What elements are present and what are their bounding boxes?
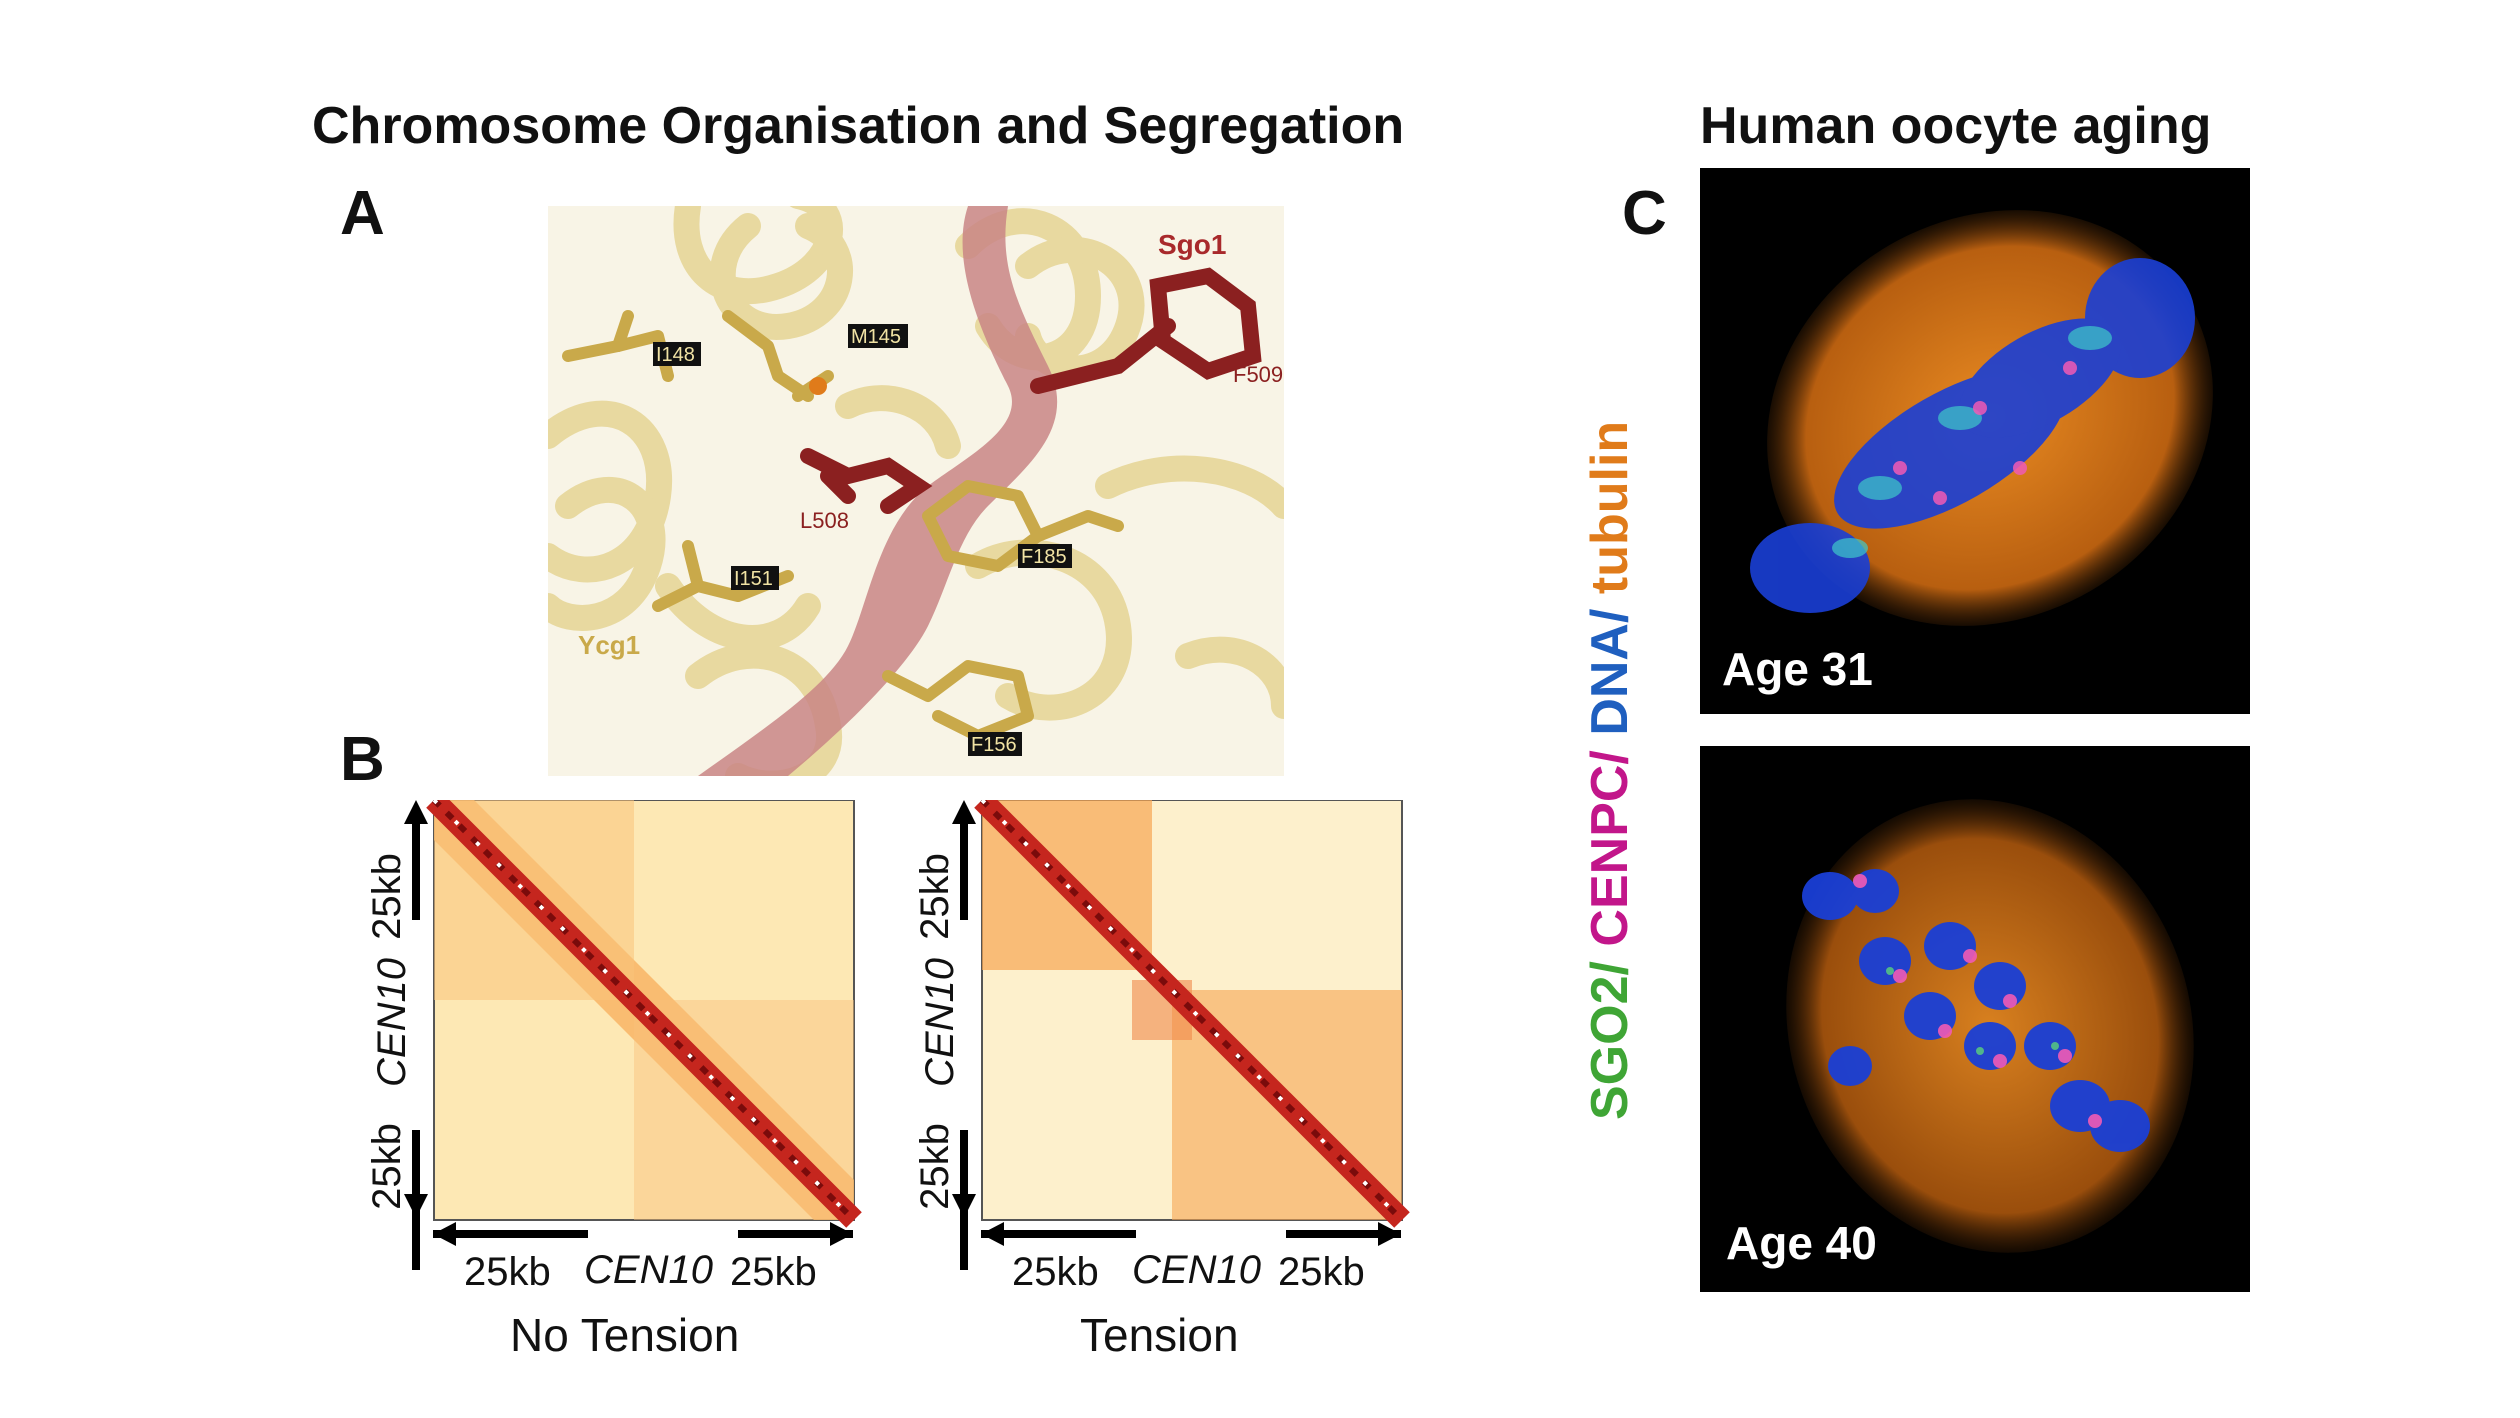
heatmap-1-bottom-mid-label: CEN10 — [584, 1248, 713, 1292]
heatmap-2-caption: Tension — [1080, 1309, 1239, 1361]
heatmap-1-side-top-label: 25kb — [364, 853, 409, 940]
label-f509: F509 — [1233, 362, 1283, 387]
label-f156: F156 — [971, 734, 1017, 756]
label-sgo1: Sgo1 — [1158, 229, 1226, 260]
microscopy-image-age-31: Age 31 — [1700, 168, 2250, 714]
heatmap-1-side-bottom-label: 25kb — [364, 1123, 409, 1210]
heatmap-1-bottom-right-label: 25kb — [730, 1250, 817, 1294]
label-f185: F185 — [1021, 546, 1067, 568]
stain-legend-sgo2: SGO2/ — [1581, 961, 1639, 1120]
heatmap-1-caption: No Tension — [510, 1309, 740, 1361]
stain-legend-tubulin: tubulin — [1581, 420, 1639, 609]
heatmap-1-side-mid-label: CEN10 — [369, 958, 414, 1087]
stain-legend-dna: DNA/ — [1581, 608, 1639, 751]
microscopy-image-age-40: Age 40 — [1700, 746, 2250, 1292]
age-label-40: Age 40 — [1726, 1217, 1877, 1269]
label-ycg1: Ycg1 — [578, 630, 640, 660]
age-label-31: Age 31 — [1722, 643, 1873, 695]
label-l508: L508 — [800, 508, 849, 533]
heatmap-2-side-bottom-label: 25kb — [912, 1123, 957, 1210]
heatmap-tension-panel: 25kb CEN10 25kb 25kb CEN10 25kb — [896, 792, 1426, 1320]
heatmap-1-bottom-left-label: 25kb — [464, 1250, 551, 1294]
figure-title-left: Chromosome Organisation and Segregation — [312, 97, 1405, 155]
panel-letter-b: B — [340, 725, 385, 794]
heatmap-2-bottom-mid-label: CEN10 — [1132, 1248, 1261, 1292]
label-m145: M145 — [851, 326, 901, 348]
heatmap-2-bottom-left-label: 25kb — [1012, 1250, 1099, 1294]
label-i151: I151 — [734, 568, 773, 590]
heatmap-2-bottom-right-label: 25kb — [1278, 1250, 1365, 1294]
panel-letter-c: C — [1622, 179, 1667, 248]
figure-title-right: Human oocyte aging — [1700, 97, 2212, 155]
panel-letter-a: A — [340, 179, 385, 248]
protein-structure-image: Sgo1 F509 M145 I148 L508 F185 I151 Ycg1 … — [535, 183, 1297, 797]
heatmap-2-side-mid-label: CEN10 — [917, 958, 962, 1087]
stain-legend: SGO2/ CENPC/ DNA/ tubulin — [1580, 421, 1640, 1180]
heatmap-2-side-top-label: 25kb — [912, 853, 957, 940]
heatmap-no-tension-panel: 25kb CEN10 25kb 25kb CEN10 25kb — [348, 792, 878, 1320]
stain-legend-cenpc: CENPC/ — [1581, 750, 1639, 962]
label-i148: I148 — [656, 344, 695, 366]
